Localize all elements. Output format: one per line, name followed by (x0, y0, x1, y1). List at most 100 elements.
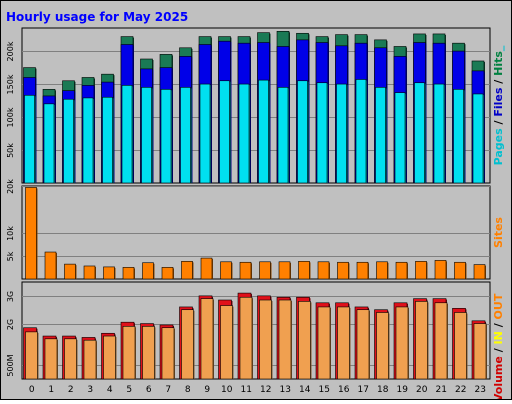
bar-sites (376, 261, 388, 280)
y-tick-label-volume: 2G (6, 319, 15, 330)
bar-sites (395, 261, 408, 280)
bar-pages (316, 82, 328, 184)
bar-sites (434, 260, 447, 280)
legend-entry: Sites (492, 258, 505, 293)
legend-entry: Pages (492, 128, 505, 166)
y-tick-label-volume: 3G (6, 291, 15, 302)
bar-sites (356, 261, 369, 280)
bar-out (83, 339, 97, 380)
y-tick-label-sites: 10k (6, 226, 15, 241)
bar-sites (161, 267, 174, 280)
bar-out (122, 326, 136, 380)
bar-sites (83, 265, 96, 280)
legend-sites: Sites (492, 217, 505, 248)
bar-sites (473, 264, 486, 280)
bar-sites (200, 257, 213, 280)
legend-entry: Hits (492, 51, 505, 76)
x-tick-label: 10 (221, 385, 233, 395)
bar-out (434, 302, 448, 380)
bar-out (395, 306, 409, 380)
y-tick-label-volume: 500M (6, 354, 15, 376)
legend-entry: / (492, 76, 505, 88)
x-tick-label: 3 (87, 385, 93, 395)
bar-out (473, 323, 487, 380)
bar-pages (180, 87, 191, 184)
legend-entry: / (492, 344, 505, 356)
bar-out (181, 309, 194, 380)
y-tick-label-hits: 50k (6, 143, 15, 158)
bar-out (337, 306, 350, 380)
x-tick-label: 17 (358, 385, 369, 395)
x-tick-label: 2 (68, 385, 74, 395)
bar-out (25, 331, 38, 380)
bar-out (142, 326, 155, 380)
plot-area-hits (21, 27, 491, 184)
x-tick-label: 13 (280, 385, 291, 395)
bar-pages (277, 87, 289, 184)
bar-pages (355, 79, 367, 184)
x-tick-label: 23 (475, 385, 486, 395)
y-tick-label-hits: 200k (6, 41, 15, 61)
x-tick-label: 11 (241, 385, 252, 395)
bar-out (259, 299, 272, 380)
bar-sites (103, 266, 115, 280)
x-tick-label: 22 (455, 385, 466, 395)
plot-area-volume (21, 281, 491, 380)
bar-pages (24, 94, 35, 184)
bar-out (44, 338, 58, 380)
bar-pages (336, 83, 347, 184)
bar-out (317, 306, 331, 380)
bar-out (220, 305, 233, 380)
bar-sites (415, 261, 427, 280)
bar-sites (454, 261, 466, 280)
bar-sites (25, 187, 37, 280)
x-tick-label: 18 (377, 385, 389, 395)
x-tick-label: 0 (29, 385, 35, 395)
legend-entry: Files (492, 87, 505, 117)
x-tick-label: 1 (48, 385, 54, 395)
bar-out (161, 327, 175, 380)
legend-hits: Pages / Files / Hits_ (492, 45, 505, 165)
x-tick-label: 7 (165, 385, 171, 395)
bar-sites (259, 261, 271, 280)
y-tick-label-hits: 150k (6, 74, 15, 94)
bar-sites (337, 261, 349, 280)
x-tick-label: 6 (146, 385, 152, 395)
bar-pages (375, 87, 386, 184)
bar-sites (317, 261, 330, 280)
y-tick-label-hits: 100k (6, 107, 15, 127)
bar-pages (297, 80, 308, 184)
bar-pages (102, 96, 113, 184)
bar-out (454, 312, 467, 380)
legend-entry: _ (492, 45, 505, 51)
bar-out (356, 309, 370, 380)
bar-out (376, 312, 389, 380)
bar-sites (278, 261, 291, 280)
plot-area-sites (21, 185, 491, 280)
bar-sites (239, 261, 252, 280)
x-tick-label: 5 (126, 385, 132, 395)
bar-pages (394, 92, 406, 184)
bar-pages (43, 103, 55, 184)
bar-sites (44, 251, 57, 280)
bar-pages (453, 89, 464, 184)
x-tick-label: 9 (204, 385, 210, 395)
bar-pages (82, 97, 94, 184)
bar-sites (122, 267, 135, 280)
legend-entry: OUT (492, 293, 505, 319)
bar-out (239, 296, 253, 380)
bar-pages (160, 89, 172, 184)
bar-sites (181, 261, 193, 280)
bar-sites (298, 261, 310, 280)
x-tick-label: 19 (397, 385, 409, 395)
bar-out (103, 335, 116, 380)
bar-out (415, 301, 428, 380)
x-tick-label: 16 (338, 385, 350, 395)
bar-out (278, 299, 292, 380)
bar-sites (142, 262, 154, 280)
x-tick-label: 14 (299, 385, 311, 395)
bar-out (200, 298, 214, 380)
bar-pages (238, 83, 250, 184)
